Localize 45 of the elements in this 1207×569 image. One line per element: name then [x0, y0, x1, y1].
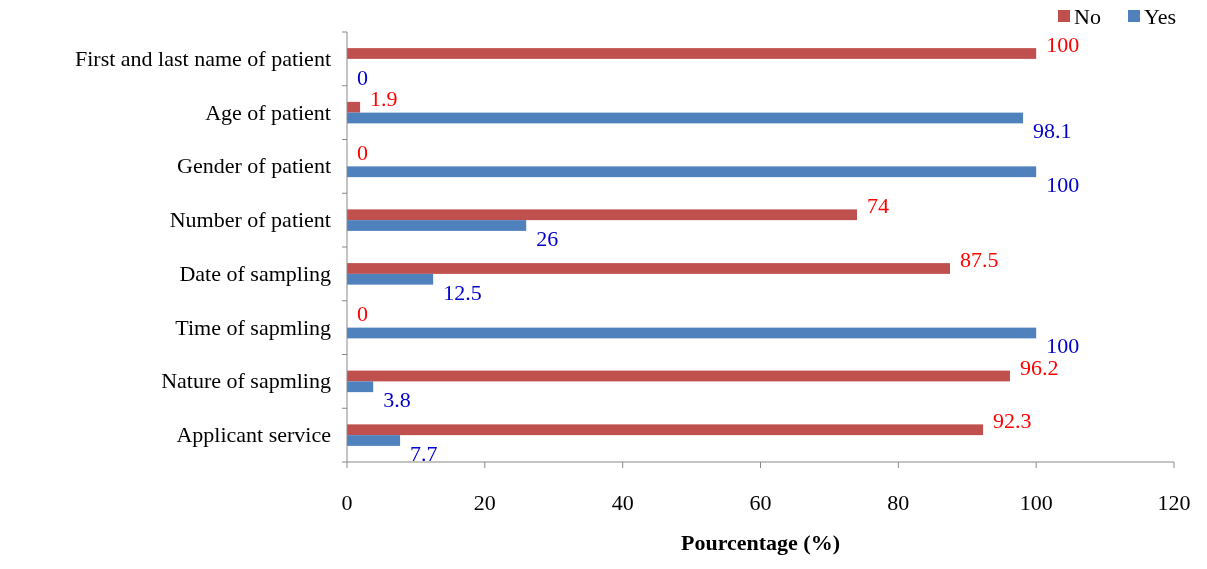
bar [347, 166, 1037, 178]
y-tick-label: Date of sampling [179, 260, 331, 286]
data-label: 100 [1046, 172, 1080, 198]
legend-label: No [1074, 4, 1101, 29]
data-label: 0 [357, 64, 368, 90]
y-tick-label: Gender of patient [177, 153, 331, 179]
bar [347, 273, 434, 285]
data-label: 87.5 [960, 247, 999, 273]
bar [347, 263, 951, 274]
data-label: 100 [1046, 32, 1080, 58]
data-label: 92.3 [993, 408, 1032, 434]
bar [347, 101, 361, 113]
x-tick-label: 60 [749, 490, 772, 515]
data-label: 98.1 [1033, 118, 1072, 144]
bar [347, 424, 984, 436]
bar [347, 327, 1037, 339]
data-label: 7.7 [410, 440, 438, 466]
y-tick-label: Applicant service [176, 422, 331, 448]
bar [347, 48, 1037, 59]
x-tick-label: 20 [473, 490, 496, 515]
x-tick-label: 40 [611, 490, 634, 515]
bar [347, 220, 527, 231]
bar [347, 370, 1010, 382]
data-label: 74 [866, 193, 889, 219]
legend-label: Yes [1144, 4, 1177, 29]
data-label: 12.5 [443, 279, 482, 305]
x-tick-label: 100 [1019, 490, 1053, 515]
data-label: 3.8 [383, 387, 411, 413]
y-tick-label: Time of sapmling [175, 314, 331, 340]
x-tick-label: 120 [1157, 490, 1191, 515]
x-tick-label: 0 [341, 490, 353, 515]
data-label: 0 [357, 139, 368, 165]
bar [347, 209, 857, 221]
data-label: 26 [536, 225, 559, 251]
data-label: 1.9 [370, 85, 398, 111]
y-tick-label: Age of patient [205, 99, 331, 125]
bar [347, 112, 1024, 124]
x-tick-label: 80 [887, 490, 910, 515]
bar [347, 381, 374, 393]
data-label: 0 [357, 300, 368, 326]
y-tick-label: Nature of sapmling [161, 368, 331, 394]
x-axis-title: Pourcentage (%) [680, 530, 841, 555]
y-tick-label: Number of patient [169, 207, 331, 233]
y-tick-label: First and last name of patient [75, 45, 331, 71]
bar [347, 435, 401, 446]
